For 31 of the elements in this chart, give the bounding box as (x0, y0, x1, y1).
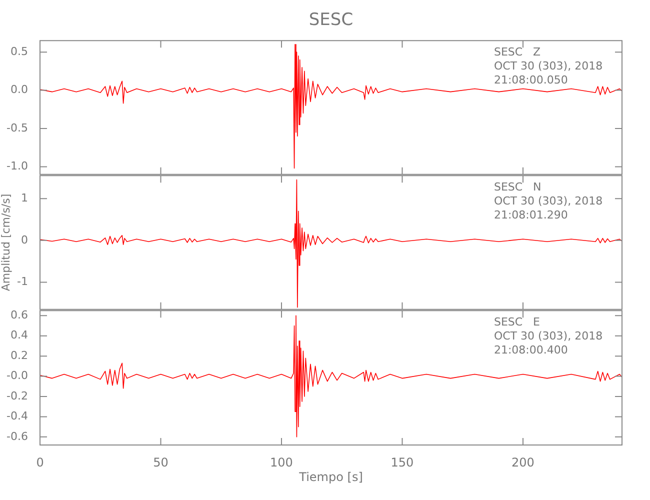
y-tick-label: -1 (17, 275, 28, 288)
x-tick-label: 100 (270, 455, 293, 470)
y-tick-label: 0.4 (10, 328, 28, 342)
y-tick-label: -0.2 (6, 389, 28, 402)
chart-title: SESC (308, 10, 354, 30)
annotation: OCT 30 (303), 2018 (494, 59, 603, 72)
y-tick-label: 0.2 (10, 348, 28, 362)
x-tick-label: 200 (512, 455, 534, 470)
annotation: SESC N (494, 180, 542, 194)
x-axis-title: Tiempo [s] (298, 470, 363, 484)
y-tick-label: 0 (21, 233, 28, 246)
y-tick-label: -0.6 (6, 430, 28, 443)
y-tick-label: -0.0 (6, 369, 28, 382)
annotation: 21:08:01.290 (494, 208, 568, 222)
annotation: SESC Z (494, 45, 542, 58)
y-tick-label: -0.4 (6, 410, 28, 423)
annotation: OCT 30 (303), 2018 (494, 194, 603, 208)
x-tick-label: 150 (390, 455, 414, 470)
y-tick-label: -1.0 (6, 160, 28, 173)
annotation: 21:08:00.050 (494, 73, 568, 86)
annotation: 21:08:00.400 (494, 343, 568, 356)
x-tick-label: 0 (36, 455, 44, 470)
y-tick-label: -0.5 (6, 121, 28, 134)
annotation: SESC E (494, 315, 540, 328)
y-tick-label: 0.5 (10, 44, 28, 58)
annotation: OCT 30 (303), 2018 (494, 329, 603, 342)
y-tick-label: 1 (21, 191, 28, 204)
y-axis-title: Amplitud [cm/s/s] (0, 194, 12, 292)
y-tick-label: 0.0 (10, 83, 28, 96)
y-tick-label: 0.6 (10, 308, 28, 322)
x-tick-label: 50 (153, 455, 168, 470)
